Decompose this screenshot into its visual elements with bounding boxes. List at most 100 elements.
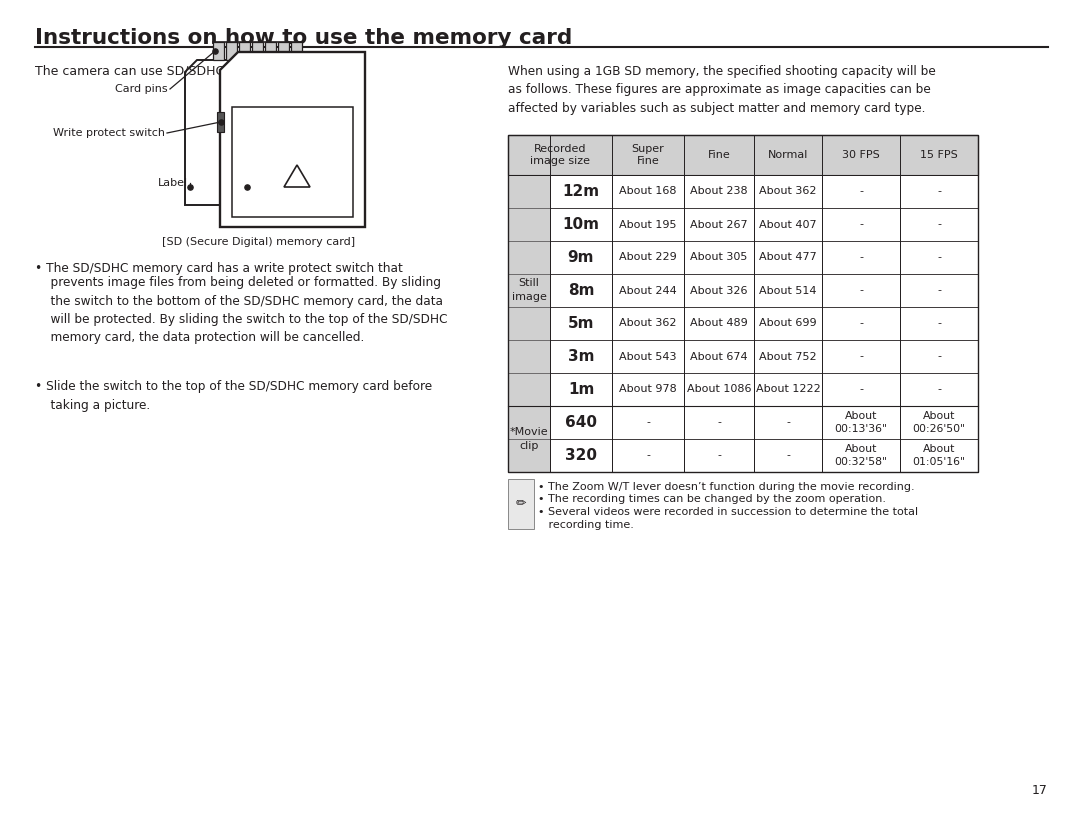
Text: About 229: About 229 [619, 253, 677, 262]
Text: About 244: About 244 [619, 285, 677, 296]
Text: • The Zoom W/T lever doesn’t function during the movie recording.: • The Zoom W/T lever doesn’t function du… [538, 482, 915, 492]
Text: -: - [937, 385, 941, 394]
Text: About 305: About 305 [690, 253, 747, 262]
Text: About 1086: About 1086 [687, 385, 752, 394]
Bar [612, 307, 684, 340]
Text: 320: 320 [565, 448, 597, 463]
Bar [754, 439, 822, 472]
Text: About 674: About 674 [690, 351, 747, 362]
Bar [550, 208, 612, 241]
Bar [754, 175, 822, 208]
Text: 1m: 1m [568, 382, 594, 397]
Bar [612, 175, 684, 208]
Text: -: - [859, 351, 863, 362]
Bar [822, 175, 900, 208]
Bar [550, 406, 612, 439]
Bar [550, 241, 612, 274]
Bar [900, 274, 978, 307]
Bar [900, 307, 978, 340]
Text: -: - [859, 385, 863, 394]
Bar [684, 373, 754, 406]
Bar [508, 406, 550, 472]
Text: About 326: About 326 [690, 285, 747, 296]
Bar [900, 241, 978, 274]
Bar [550, 340, 612, 373]
Bar [684, 340, 754, 373]
Polygon shape [220, 52, 365, 227]
Bar [612, 340, 684, 373]
Text: Instructions on how to use the memory card: Instructions on how to use the memory ca… [35, 28, 572, 48]
Text: • The recording times can be changed by the zoom operation.: • The recording times can be changed by … [538, 495, 886, 504]
Text: 30 FPS: 30 FPS [842, 150, 880, 160]
Bar [900, 208, 978, 241]
Text: 3m: 3m [568, 349, 594, 364]
Text: ✏: ✏ [516, 497, 526, 510]
Text: Super
Fine: Super Fine [632, 143, 664, 166]
Text: Label: Label [158, 178, 188, 188]
Bar [508, 479, 534, 529]
Text: -: - [859, 253, 863, 262]
Text: -: - [717, 417, 721, 428]
Bar [232, 107, 353, 217]
Text: *Movie
clip: *Movie clip [510, 427, 549, 451]
Text: When using a 1GB SD memory, the specified shooting capacity will be
as follows. : When using a 1GB SD memory, the specifie… [508, 65, 935, 115]
Text: 12m: 12m [563, 184, 599, 199]
Text: • The SD/SDHC memory card has a write protect switch that: • The SD/SDHC memory card has a write pr… [35, 262, 403, 275]
Text: About 362: About 362 [759, 187, 816, 196]
Bar [900, 406, 978, 439]
Text: About
00:13'36": About 00:13'36" [835, 412, 888, 434]
Text: About 752: About 752 [759, 351, 816, 362]
Text: About 978: About 978 [619, 385, 677, 394]
Text: About
00:26'50": About 00:26'50" [913, 412, 966, 434]
Bar [900, 439, 978, 472]
Text: -: - [937, 253, 941, 262]
Text: About 407: About 407 [759, 219, 816, 230]
Bar [684, 274, 754, 307]
Text: -: - [646, 451, 650, 460]
Text: About 699: About 699 [759, 319, 816, 328]
Bar [822, 439, 900, 472]
Text: Normal: Normal [768, 150, 808, 160]
Bar [508, 135, 978, 472]
Bar [612, 274, 684, 307]
Text: • Several videos were recorded in succession to determine the total
   recording: • Several videos were recorded in succes… [538, 507, 918, 531]
Bar [550, 439, 612, 472]
Bar [900, 373, 978, 406]
Bar [754, 373, 822, 406]
Text: -: - [646, 417, 650, 428]
Bar [822, 274, 900, 307]
Text: -: - [859, 187, 863, 196]
Bar [550, 307, 612, 340]
Text: 8m: 8m [568, 283, 594, 298]
Text: Still
image: Still image [512, 279, 546, 302]
Text: About 514: About 514 [759, 285, 816, 296]
Bar [550, 373, 612, 406]
Text: prevents image files from being deleted or formatted. By sliding
    the switch : prevents image files from being deleted … [35, 276, 447, 345]
Bar [265, 42, 276, 60]
Bar [226, 42, 237, 60]
Bar [612, 208, 684, 241]
Text: -: - [937, 219, 941, 230]
Bar [684, 241, 754, 274]
Text: About
01:05'16": About 01:05'16" [913, 444, 966, 467]
Bar [550, 274, 612, 307]
Bar [754, 307, 822, 340]
Bar [684, 439, 754, 472]
Text: 640: 640 [565, 415, 597, 430]
Text: About 267: About 267 [690, 219, 747, 230]
Bar [754, 241, 822, 274]
Bar [252, 42, 264, 60]
Bar [612, 439, 684, 472]
Bar [508, 135, 978, 175]
Text: [SD (Secure Digital) memory card]: [SD (Secure Digital) memory card] [162, 237, 355, 247]
Bar [822, 373, 900, 406]
Bar [900, 175, 978, 208]
Bar [612, 406, 684, 439]
Text: -: - [859, 219, 863, 230]
Polygon shape [185, 60, 300, 205]
Bar [822, 406, 900, 439]
Bar [684, 175, 754, 208]
Text: -: - [717, 451, 721, 460]
Text: About 489: About 489 [690, 319, 747, 328]
Text: -: - [859, 319, 863, 328]
